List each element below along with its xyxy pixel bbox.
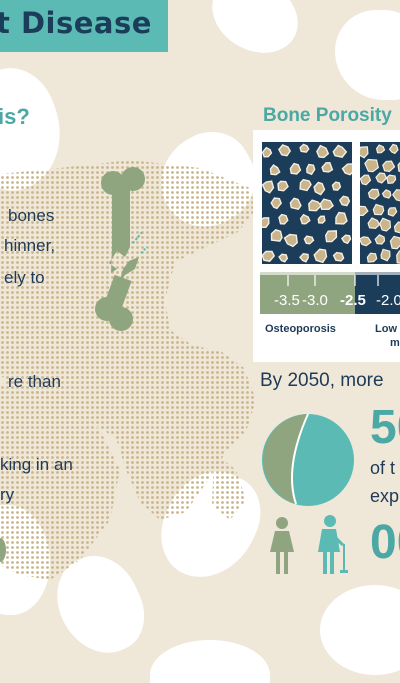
bone-cell [390,236,400,248]
body-text-line: hinner, [4,236,55,256]
body-text-line: ry [0,485,14,505]
statistic-big-number: 50 [370,400,400,455]
bone-cell [334,253,344,261]
body-text-line: ely to [4,268,45,288]
osteoporosis-bone-texture [262,142,352,264]
body-text-line: re than [8,372,61,392]
bone-cell [367,253,376,262]
bone-cell [381,249,390,260]
bone-cell [272,230,283,241]
scale-tick-label: -3.5 [274,292,300,309]
body-text-line: king in an [0,455,73,475]
bone-cell [373,205,383,215]
porosity-title: Bone Porosity [263,105,392,127]
low-bone-mass-label: Low [375,323,397,335]
bone-icon [95,165,215,335]
statistic-text-line: of t [370,458,395,479]
bone-cell [333,182,341,190]
bone-cell [262,218,269,228]
low-bone-mass-label-line-2: m [390,337,400,349]
page-title: t Disease [0,6,152,40]
low-bone-mass-texture [360,142,400,264]
bone-cell [387,175,396,183]
scale-tick-label: -2.0 [376,292,400,309]
bone-cell [380,218,391,231]
osteoporosis-label: Osteoporosis [265,323,336,335]
statistic-lead: By 2050, more [260,370,384,392]
title-banner: t Disease [0,0,168,52]
scale-tick-label: -3.0 [302,292,328,309]
statistic-text-line: exp [370,486,399,507]
bone-cell [300,144,309,152]
section-heading: is? [0,104,30,130]
statistic-big-number-2: 00 [370,515,400,570]
bone-cell [336,213,347,224]
bone-cell [279,215,288,224]
woman-icon [268,516,296,576]
body-text-line: bones [8,206,54,226]
scale-tick-label: -2.5 [340,292,366,309]
bone-cell [340,196,350,205]
elderly-woman-icon [316,514,350,576]
bone-cell [318,216,325,223]
pie-chart-icon [258,410,358,510]
bullet-dot [0,535,12,565]
